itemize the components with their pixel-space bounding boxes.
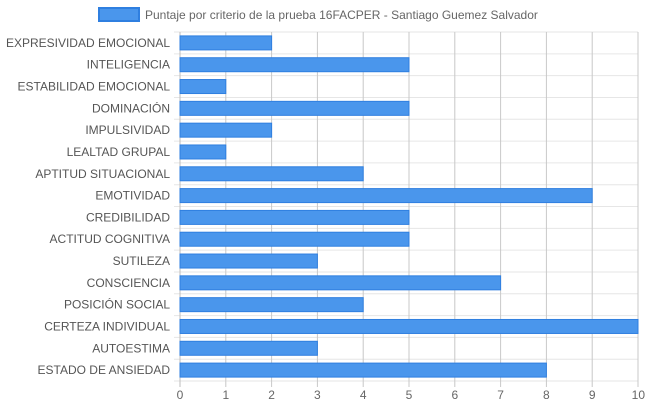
bar[interactable] — [179, 362, 547, 378]
legend[interactable]: Puntaje por criterio de la prueba 16FACP… — [98, 7, 538, 22]
category-label: AUTOESTIMA — [92, 341, 170, 355]
category-label: CREDIBILIDAD — [86, 210, 170, 224]
bar[interactable] — [179, 100, 410, 116]
bar[interactable] — [179, 340, 318, 356]
bar[interactable] — [179, 57, 410, 73]
legend-swatch[interactable] — [98, 7, 140, 22]
category-label: EXPRESIVIDAD EMOCIONAL — [6, 36, 170, 50]
category-label: SUTILEZA — [113, 254, 170, 268]
x-tick-label: 7 — [497, 388, 504, 402]
bar[interactable] — [179, 297, 364, 313]
category-label: EMOTIVIDAD — [95, 189, 170, 203]
category-label: DOMINACIÓN — [92, 100, 170, 115]
category-label: APTITUD SITUACIONAL — [35, 167, 170, 181]
category-label: ESTADO DE ANSIEDAD — [38, 363, 171, 377]
x-tick-label: 9 — [589, 388, 596, 402]
category-label: POSICIÓN SOCIAL — [64, 297, 170, 312]
category-label: ESTABILIDAD EMOCIONAL — [18, 80, 171, 94]
x-tick-label: 6 — [451, 388, 458, 402]
category-label: ACTITUD COGNITIVA — [50, 232, 170, 246]
x-tick-label: 3 — [314, 388, 321, 402]
x-tick-label: 0 — [177, 388, 184, 402]
x-axis-ticks: 0 1 2 3 4 5 6 7 8 9 10 — [177, 388, 646, 402]
legend-label[interactable]: Puntaje por criterio de la prueba 16FACP… — [145, 8, 538, 22]
bar[interactable] — [179, 231, 410, 247]
x-tick-label: 4 — [360, 388, 367, 402]
bar[interactable] — [179, 166, 364, 182]
bars — [179, 35, 639, 378]
x-tick-label: 10 — [632, 388, 646, 402]
x-tick-label: 8 — [543, 388, 550, 402]
bar[interactable] — [179, 144, 227, 160]
x-tick-label: 2 — [268, 388, 275, 402]
bar[interactable] — [179, 275, 502, 291]
x-tick-label: 5 — [406, 388, 413, 402]
category-label: IMPULSIVIDAD — [85, 123, 170, 137]
bar[interactable] — [179, 188, 593, 204]
category-label: CERTEZA INDIVIDUAL — [44, 319, 170, 333]
category-label: CONSCIENCIA — [87, 276, 170, 290]
category-label: INTELIGENCIA — [87, 58, 170, 72]
x-tick-label: 1 — [222, 388, 229, 402]
bar[interactable] — [179, 35, 273, 51]
bar[interactable] — [179, 79, 227, 95]
bar[interactable] — [179, 122, 273, 138]
bar[interactable] — [179, 253, 318, 269]
category-labels: EXPRESIVIDAD EMOCIONAL INTELIGENCIA ESTABI… — [6, 36, 170, 377]
bar[interactable] — [179, 209, 410, 225]
category-label: LEALTAD GRUPAL — [67, 145, 171, 159]
bar[interactable] — [179, 318, 639, 334]
